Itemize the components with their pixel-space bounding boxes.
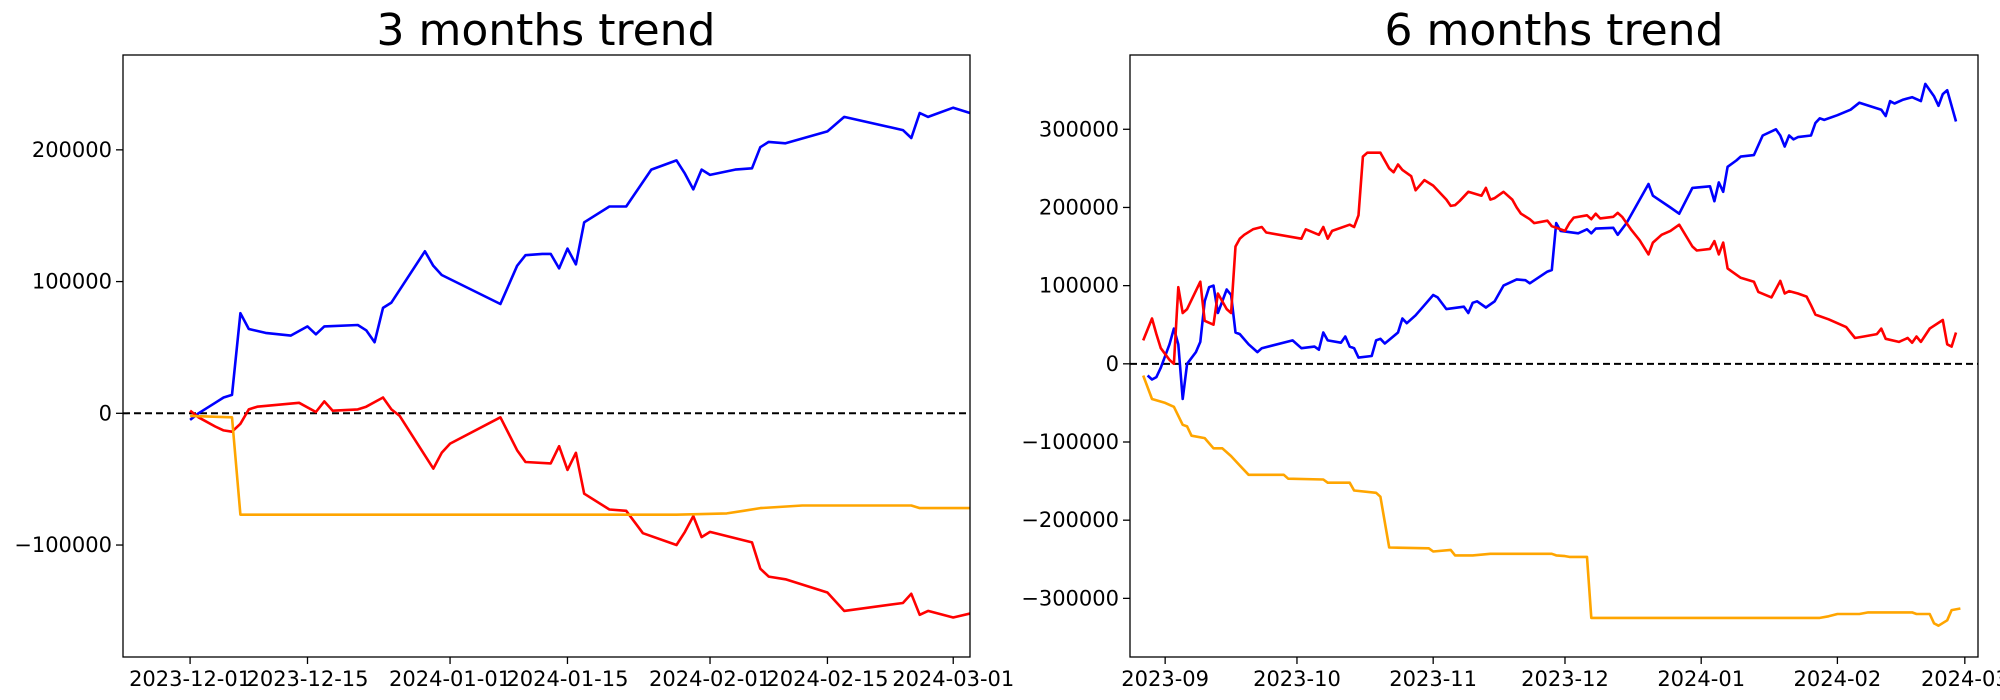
y-tick-label: −200000 bbox=[1021, 508, 1119, 532]
x-tick-label: 2024-01-15 bbox=[506, 667, 628, 691]
x-tick-label: 2024-02 bbox=[1794, 667, 1882, 691]
y-tick-label: 300000 bbox=[1039, 117, 1119, 141]
y-tick-label: 100000 bbox=[32, 270, 112, 294]
series-line-3 bbox=[1141, 375, 1961, 627]
axes-frame bbox=[1129, 54, 1979, 658]
plot-area bbox=[123, 106, 970, 619]
plot-area bbox=[1130, 82, 1978, 627]
chart-6-months: 6 months trend 2023-09 2023-10 2023-11 2023… bbox=[1021, 5, 2000, 691]
y-axis: −100000 0 100000 200000 bbox=[14, 138, 123, 557]
series-line-3 bbox=[190, 414, 970, 516]
x-tick-label: 2023-12-01 bbox=[129, 667, 251, 691]
series-line-1 bbox=[1146, 82, 1958, 401]
x-tick-label: 2024-02-15 bbox=[766, 667, 888, 691]
x-tick-label: 2023-12-15 bbox=[246, 667, 368, 691]
x-tick-label: 2024-02-01 bbox=[649, 667, 771, 691]
y-tick-label: −100000 bbox=[1021, 430, 1119, 454]
y-tick-label: 100000 bbox=[1039, 274, 1119, 298]
y-tick-label: 0 bbox=[99, 401, 112, 425]
x-tick-label: 2024-01 bbox=[1657, 667, 1745, 691]
x-tick-label: 2023-11 bbox=[1389, 667, 1477, 691]
series-line-2 bbox=[189, 396, 970, 619]
y-tick-label: 200000 bbox=[32, 138, 112, 162]
x-tick-label: 2024-03-01 bbox=[892, 667, 1014, 691]
series-line-1 bbox=[189, 106, 970, 421]
x-tick-label: 2024-01-01 bbox=[389, 667, 511, 691]
chart-title: 6 months trend bbox=[1385, 5, 1724, 56]
chart-title: 3 months trend bbox=[377, 5, 716, 56]
x-axis: 2023-09 2023-10 2023-11 2023-12 2024-01 2024-… bbox=[1121, 657, 2000, 691]
x-tick-label: 2023-09 bbox=[1121, 667, 1209, 691]
x-tick-label: 2024-03 bbox=[1921, 667, 2000, 691]
axes-frame bbox=[122, 54, 971, 658]
x-tick-label: 2023-12 bbox=[1521, 667, 1609, 691]
y-tick-label: 0 bbox=[1106, 352, 1119, 376]
series-line-2 bbox=[1141, 151, 1958, 366]
y-tick-label: 200000 bbox=[1039, 195, 1119, 219]
y-axis: −300000 −200000 −100000 0 100000 200000 300000 bbox=[1021, 117, 1130, 610]
x-tick-label: 2023-10 bbox=[1253, 667, 1341, 691]
y-tick-label: −100000 bbox=[14, 533, 112, 557]
y-tick-label: −300000 bbox=[1021, 586, 1119, 610]
